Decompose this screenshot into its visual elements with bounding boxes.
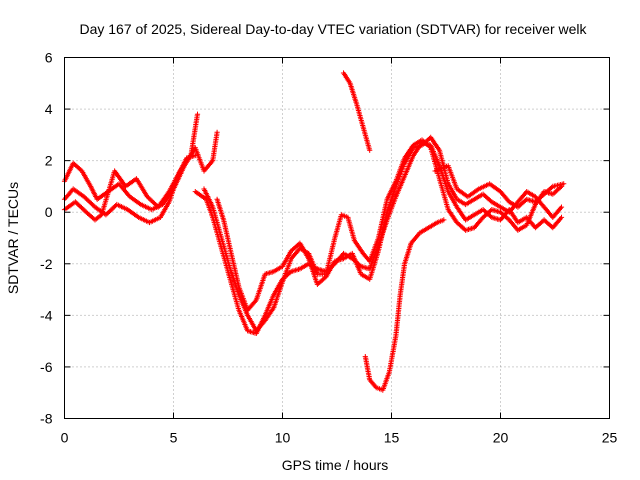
series-track-6 <box>214 134 565 313</box>
x-tick-label: 20 <box>493 430 509 446</box>
y-tick-label: -4 <box>40 307 53 323</box>
y-tick-label: 0 <box>45 204 53 220</box>
x-tick-label: 0 <box>61 430 69 446</box>
y-tick-label: -8 <box>40 411 53 427</box>
data-series <box>61 70 567 393</box>
series-track-3 <box>61 111 201 223</box>
series-markers <box>214 134 565 313</box>
y-tick-label: -2 <box>40 256 53 272</box>
series-track-9 <box>362 217 447 393</box>
y-tick-label: 4 <box>45 101 53 117</box>
y-tick-labels: -8 -6 -4 -2 0 2 4 6 <box>40 50 53 427</box>
x-axis-label: GPS time / hours <box>282 457 389 473</box>
plot-frame <box>64 57 610 419</box>
series-markers <box>340 70 373 153</box>
y-tick-label: 2 <box>45 153 53 169</box>
x-tick-label: 15 <box>384 430 400 446</box>
series-markers <box>362 217 447 393</box>
series-track-7 <box>432 163 567 210</box>
x-tick-label: 10 <box>275 430 291 446</box>
series-track-1 <box>61 152 198 226</box>
x-tick-label: 25 <box>602 430 618 446</box>
series-markers <box>432 163 567 210</box>
series-line <box>63 113 199 221</box>
series-track-8 <box>340 70 373 153</box>
y-axis-label: SDTVAR / TECUs <box>5 182 21 294</box>
x-tick-labels: 0 5 10 15 20 25 <box>61 430 618 446</box>
series-markers <box>61 152 198 226</box>
x-tick-label: 5 <box>170 430 178 446</box>
y-tick-label: -6 <box>40 359 53 375</box>
series-markers <box>61 111 201 223</box>
y-tick-label: 6 <box>45 50 53 66</box>
chart-title: Day 167 of 2025, Sidereal Day-to-day VTE… <box>79 21 587 37</box>
